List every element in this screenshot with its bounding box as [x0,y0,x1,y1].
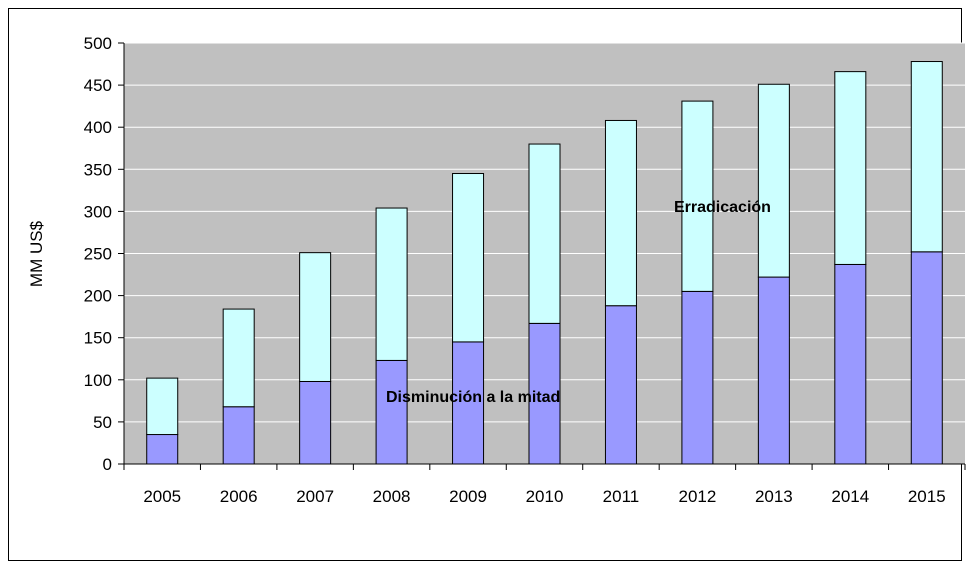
y-axis-label: MM US$ [27,220,46,287]
bar-2008-segment-0 [375,359,408,465]
bar-2009-segment-1 [452,173,485,343]
annotation-erradicacion: Erradicación [674,199,771,216]
y-tick-label-0: 0 [103,455,112,474]
x-tick-label-2012: 2012 [678,487,716,506]
bar-2006-segment-1 [222,308,255,408]
y-tick-label-50: 50 [93,413,112,432]
bar-2014-segment-0 [834,263,867,465]
y-tick-label-150: 150 [84,329,112,348]
y-tick-label-450: 450 [84,76,112,95]
x-tick-label-2014: 2014 [831,487,869,506]
x-tick-label-2010: 2010 [526,487,564,506]
y-tick-labels: 0 50 100 150 200 250 300 350 400 450 500 [84,34,112,474]
bar-2010-segment-1 [528,143,561,324]
x-tick-label-2005: 2005 [143,487,181,506]
x-tick-label-2013: 2013 [755,487,793,506]
annotation-disminucion: Disminución a la mitad [386,389,560,406]
y-tick-label-400: 400 [84,118,112,137]
bar-2015-segment-1 [910,61,943,253]
y-tick-label-250: 250 [84,245,112,264]
bar-2005-segment-0 [146,434,179,465]
axes [118,42,966,470]
bars [146,61,943,465]
y-tick-label-350: 350 [84,160,112,179]
x-tick-label-2015: 2015 [908,487,946,506]
y-tick-label-100: 100 [84,371,112,390]
x-tick-label-2011: 2011 [603,487,640,506]
x-tick-label-2007: 2007 [296,487,334,506]
bar-2007-segment-0 [299,380,332,465]
y-tick-label-300: 300 [84,202,112,221]
bar-2006-segment-0 [222,406,255,465]
x-tick-labels: 2005 2006 2007 2008 2009 2010 2011 2012 2013 2014… [143,487,945,506]
x-tick-label-2009: 2009 [449,487,487,506]
bar-2008-segment-1 [375,207,408,361]
bar-2013-segment-0 [757,276,790,465]
bar-2015-segment-0 [910,251,943,465]
y-tick-label-200: 200 [84,287,112,306]
bar-2007-segment-1 [299,252,332,382]
bar-2014-segment-1 [834,71,867,265]
bar-2011-segment-0 [604,305,637,465]
bar-2012-segment-1 [681,100,714,292]
x-tick-label-2008: 2008 [373,487,411,506]
y-tick-label-500: 500 [84,34,112,53]
x-tick-label-2006: 2006 [220,487,258,506]
bar-2011-segment-1 [604,119,637,307]
bar-2005-segment-1 [146,377,179,436]
bar-2012-segment-0 [681,290,714,465]
bar-2013-segment-1 [757,83,790,278]
